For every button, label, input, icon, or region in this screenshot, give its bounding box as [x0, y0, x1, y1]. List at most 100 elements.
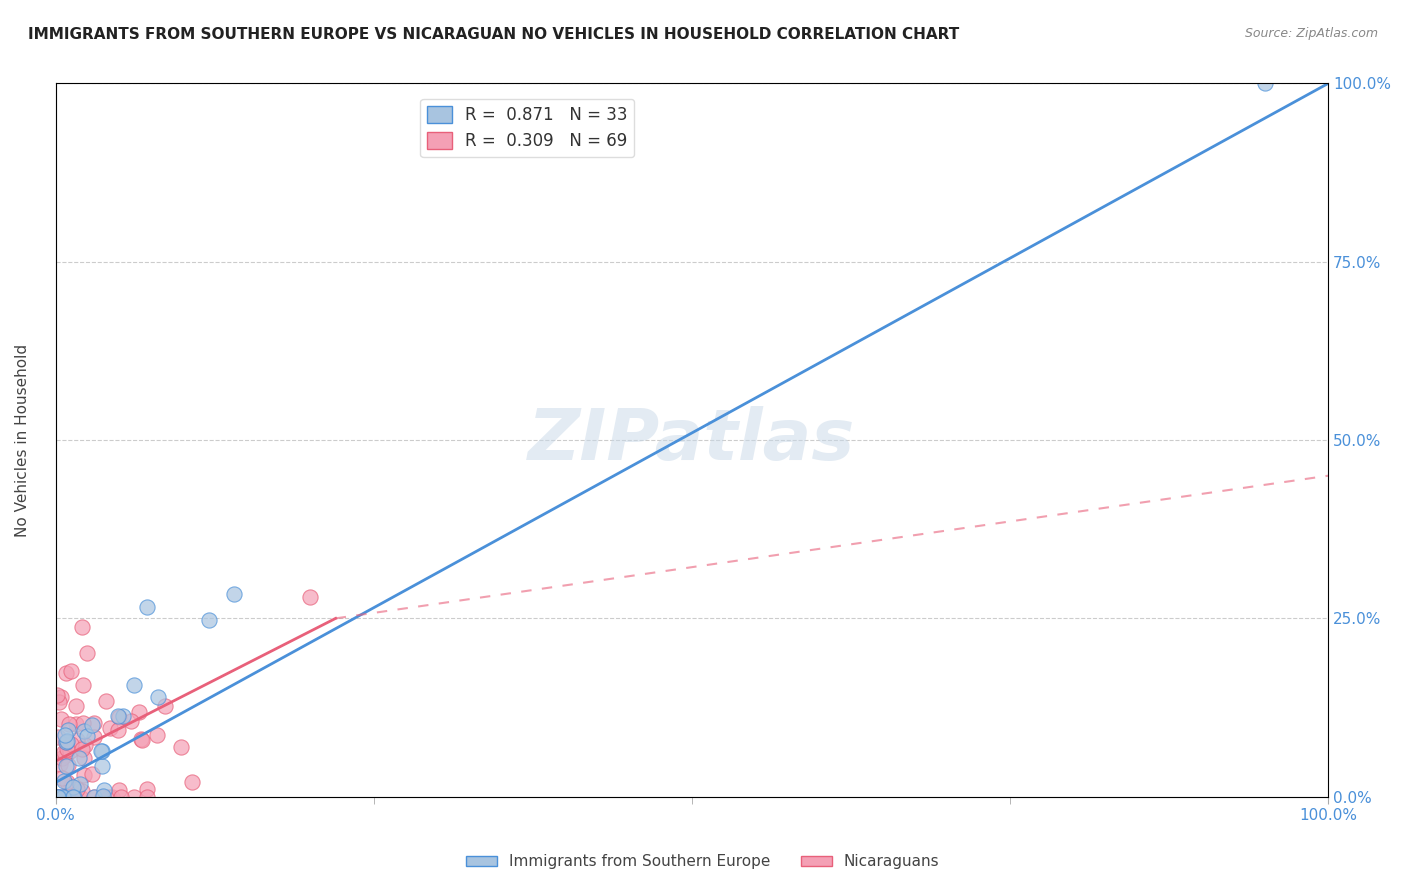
- Point: [46, 789, 69, 804]
- Point: [222, 586, 245, 600]
- Point: [62, 780, 84, 794]
- Point: [51, 750, 73, 764]
- Point: [52, 745, 75, 759]
- Point: [62, 789, 84, 804]
- Point: [91, 744, 114, 758]
- Text: IMMIGRANTS FROM SOUTHERN EUROPE VS NICARAGUAN NO VEHICLES IN HOUSEHOLD CORRELATI: IMMIGRANTS FROM SOUTHERN EUROPE VS NICAR…: [28, 27, 959, 42]
- Point: [49, 756, 72, 771]
- Point: [76, 646, 98, 660]
- Point: [91, 759, 114, 773]
- Point: [55, 775, 77, 789]
- Point: [170, 740, 193, 755]
- Point: [46, 730, 69, 744]
- Point: [65, 716, 87, 731]
- Legend: Immigrants from Southern Europe, Nicaraguans: Immigrants from Southern Europe, Nicarag…: [460, 848, 946, 875]
- Point: [46, 789, 69, 804]
- Point: [55, 759, 77, 773]
- Point: [67, 751, 90, 765]
- Point: [93, 783, 115, 797]
- Point: [66, 733, 89, 747]
- Point: [93, 789, 115, 804]
- Point: [131, 732, 153, 747]
- Point: [129, 731, 152, 746]
- Point: [107, 723, 129, 737]
- Point: [58, 758, 80, 772]
- Point: [111, 708, 134, 723]
- Point: [83, 716, 105, 731]
- Point: [1253, 77, 1275, 91]
- Point: [49, 789, 72, 804]
- Point: [83, 789, 105, 804]
- Point: [90, 744, 112, 758]
- Point: [128, 706, 150, 720]
- Point: [53, 773, 76, 788]
- Y-axis label: No Vehicles in Household: No Vehicles in Household: [15, 343, 30, 537]
- Point: [101, 789, 124, 804]
- Point: [83, 789, 105, 804]
- Point: [72, 716, 94, 731]
- Point: [83, 730, 105, 744]
- Point: [58, 717, 80, 731]
- Point: [49, 712, 72, 726]
- Point: [94, 694, 117, 708]
- Point: [180, 775, 202, 789]
- Point: [55, 666, 77, 681]
- Point: [146, 690, 169, 704]
- Point: [55, 747, 77, 762]
- Point: [153, 698, 176, 713]
- Text: ZIPatlas: ZIPatlas: [529, 406, 856, 475]
- Point: [48, 695, 70, 709]
- Point: [69, 777, 91, 791]
- Point: [69, 789, 91, 804]
- Point: [72, 768, 94, 782]
- Point: [107, 782, 129, 797]
- Point: [76, 729, 98, 743]
- Point: [55, 735, 77, 749]
- Point: [91, 789, 114, 804]
- Point: [98, 721, 121, 735]
- Point: [135, 599, 157, 614]
- Point: [48, 789, 70, 804]
- Point: [82, 717, 104, 731]
- Point: [135, 789, 157, 804]
- Point: [49, 690, 72, 705]
- Point: [75, 738, 97, 752]
- Point: [60, 738, 83, 752]
- Point: [58, 789, 80, 804]
- Point: [70, 742, 93, 756]
- Point: [59, 779, 82, 793]
- Point: [59, 744, 82, 758]
- Point: [66, 782, 89, 797]
- Point: [62, 789, 84, 804]
- Point: [91, 789, 114, 804]
- Point: [135, 782, 157, 797]
- Point: [122, 789, 145, 804]
- Point: [73, 750, 96, 764]
- Point: [65, 699, 87, 714]
- Point: [98, 789, 121, 804]
- Point: [59, 789, 82, 804]
- Point: [59, 664, 82, 678]
- Point: [107, 710, 129, 724]
- Point: [107, 709, 129, 723]
- Point: [146, 728, 169, 742]
- Point: [73, 723, 96, 738]
- Point: [72, 620, 94, 634]
- Point: [110, 789, 132, 804]
- Point: [53, 728, 76, 742]
- Point: [56, 734, 79, 748]
- Point: [80, 767, 103, 781]
- Point: [46, 789, 69, 804]
- Point: [55, 742, 77, 756]
- Point: [46, 688, 69, 702]
- Text: Source: ZipAtlas.com: Source: ZipAtlas.com: [1244, 27, 1378, 40]
- Point: [120, 714, 142, 728]
- Point: [56, 789, 79, 804]
- Point: [72, 678, 94, 692]
- Point: [122, 678, 145, 692]
- Point: [70, 784, 93, 798]
- Point: [63, 789, 86, 804]
- Point: [52, 789, 75, 804]
- Point: [51, 771, 73, 785]
- Point: [53, 789, 76, 804]
